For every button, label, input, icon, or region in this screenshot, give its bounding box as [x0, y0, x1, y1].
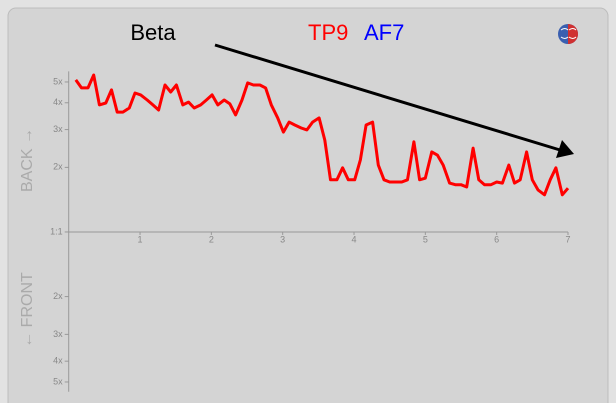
y-tick-label: 3x: [53, 329, 63, 339]
y-tick-label: 5x: [53, 376, 63, 386]
y-tick-label: 5x: [53, 76, 63, 86]
x-tick-label: 7: [565, 234, 570, 244]
y-label-bottom: ← FRONT: [19, 272, 36, 348]
x-tick-label: 4: [352, 234, 357, 244]
y-tick-label: 4x: [53, 356, 63, 366]
trend-arrow: [214, 43, 574, 158]
chart-title: Beta: [130, 20, 176, 45]
x-tick-label: 6: [494, 234, 499, 244]
x-tick-label: 2: [209, 234, 214, 244]
y-tick-label: 4x: [53, 97, 63, 107]
data-line: [74, 73, 570, 197]
legend-entry: AF7: [364, 20, 404, 45]
y-tick-label: 3x: [53, 124, 63, 134]
y-tick-label: 2x: [53, 162, 63, 172]
brain-icon: [558, 24, 578, 44]
panel: [7, 7, 609, 403]
x-tick-label: 5: [423, 234, 428, 244]
y-tick-label: 2x: [53, 291, 63, 301]
y-label-top: BACK →: [19, 128, 36, 192]
x-tick-label: 1: [138, 234, 143, 244]
legend-entry: TP9: [308, 20, 348, 45]
x-tick-label: 3: [280, 234, 285, 244]
y-tick-label: 1:1: [50, 226, 63, 236]
